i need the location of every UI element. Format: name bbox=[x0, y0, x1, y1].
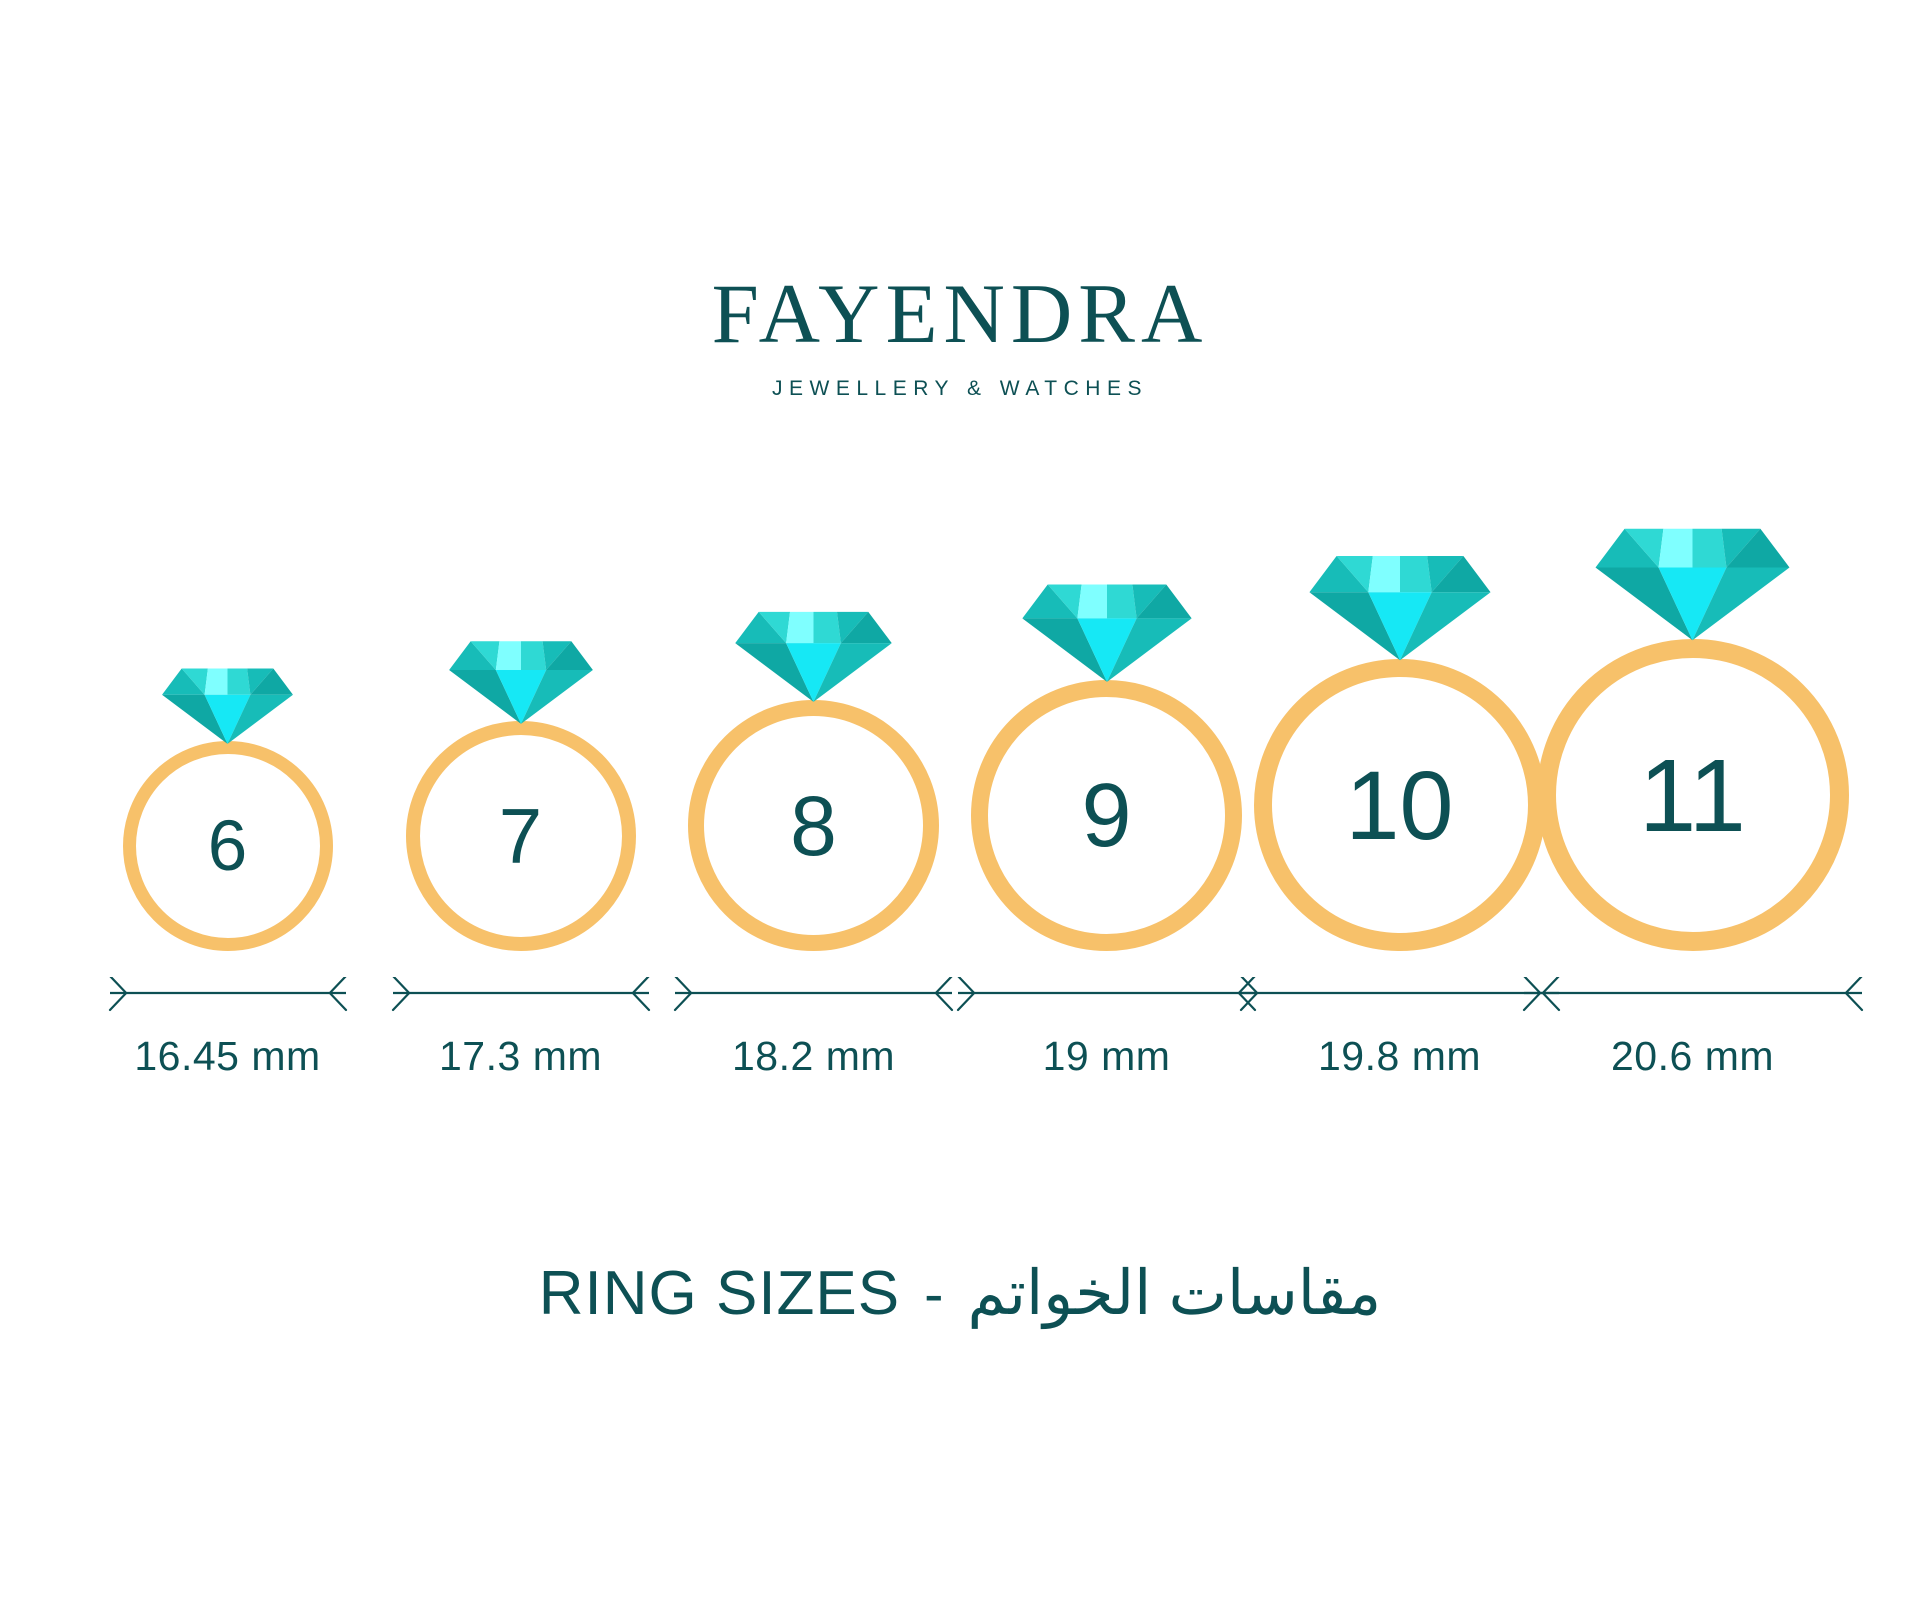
ring-band: 10 bbox=[1253, 659, 1546, 952]
ring-size-number: 9 bbox=[1081, 765, 1132, 866]
ring-illustration: 6 bbox=[122, 662, 333, 952]
ring-size-item[interactable]: 11 20.6 mm bbox=[1522, 519, 1863, 1080]
dimension-arrow-icon bbox=[391, 977, 650, 1012]
page-title-arabic: مقاسات الخواتم bbox=[967, 1259, 1382, 1329]
ring-size-number: 11 bbox=[1639, 737, 1746, 853]
ring-size-row: 6 16.45 mm bbox=[80, 519, 1863, 1080]
ring-size-item[interactable]: 8 18.2 mm bbox=[667, 604, 960, 1080]
page-title-english: RING SIZES bbox=[538, 1259, 901, 1329]
diamond-icon bbox=[1021, 584, 1192, 682]
dimension-arrow-icon bbox=[673, 977, 954, 1012]
diamond-icon bbox=[162, 668, 293, 744]
ring-illustration: 9 bbox=[971, 576, 1242, 952]
ring-diameter-label: 17.3 mm bbox=[439, 1033, 602, 1080]
ring-illustration: 10 bbox=[1253, 547, 1546, 952]
ring-band: 7 bbox=[405, 721, 636, 952]
ring-diameter-label: 20.6 mm bbox=[1611, 1033, 1774, 1080]
ring-band: 8 bbox=[688, 700, 939, 952]
ring-size-item[interactable]: 7 17.3 mm bbox=[374, 634, 667, 1080]
ring-diameter-label: 16.45 mm bbox=[134, 1033, 321, 1080]
dimension-arrow-icon bbox=[108, 977, 347, 1012]
brand-tagline: JEWELLERY & WATCHES bbox=[772, 377, 1148, 400]
dimension-arrow-icon bbox=[956, 977, 1257, 1012]
diamond-icon bbox=[735, 612, 892, 703]
diamond-icon bbox=[1308, 556, 1491, 661]
diamond-icon bbox=[1595, 528, 1790, 641]
diamond-icon bbox=[448, 640, 593, 724]
ring-band: 6 bbox=[122, 741, 333, 952]
ring-illustration: 8 bbox=[688, 604, 939, 952]
brand-logo: FAYENDRA JEWELLERY & WATCHES bbox=[712, 272, 1209, 401]
ring-illustration: 7 bbox=[405, 634, 636, 952]
dimension-arrow-icon bbox=[1522, 977, 1863, 1012]
ring-size-number: 10 bbox=[1345, 750, 1454, 860]
ring-size-item[interactable]: 9 19 mm bbox=[956, 576, 1257, 1080]
page-title: RING SIZES - مقاسات الخواتم bbox=[539, 1256, 1382, 1329]
ring-size-number: 7 bbox=[498, 792, 543, 881]
ring-diameter-label: 19.8 mm bbox=[1318, 1033, 1481, 1080]
page-title-separator: - bbox=[924, 1262, 944, 1328]
ring-diameter-label: 19 mm bbox=[1042, 1033, 1171, 1080]
brand-name: FAYENDRA bbox=[711, 267, 1209, 361]
ring-band: 11 bbox=[1536, 639, 1849, 952]
ring-size-number: 8 bbox=[790, 778, 837, 873]
ring-size-item[interactable]: 10 19.8 mm bbox=[1239, 547, 1560, 1080]
ring-size-item[interactable]: 6 16.45 mm bbox=[81, 662, 374, 1080]
dimension-arrow-icon bbox=[1239, 977, 1560, 1012]
ring-band: 9 bbox=[971, 680, 1242, 952]
ring-diameter-label: 18.2 mm bbox=[732, 1033, 895, 1080]
ring-illustration: 11 bbox=[1536, 519, 1849, 952]
ring-size-number: 6 bbox=[207, 806, 248, 886]
